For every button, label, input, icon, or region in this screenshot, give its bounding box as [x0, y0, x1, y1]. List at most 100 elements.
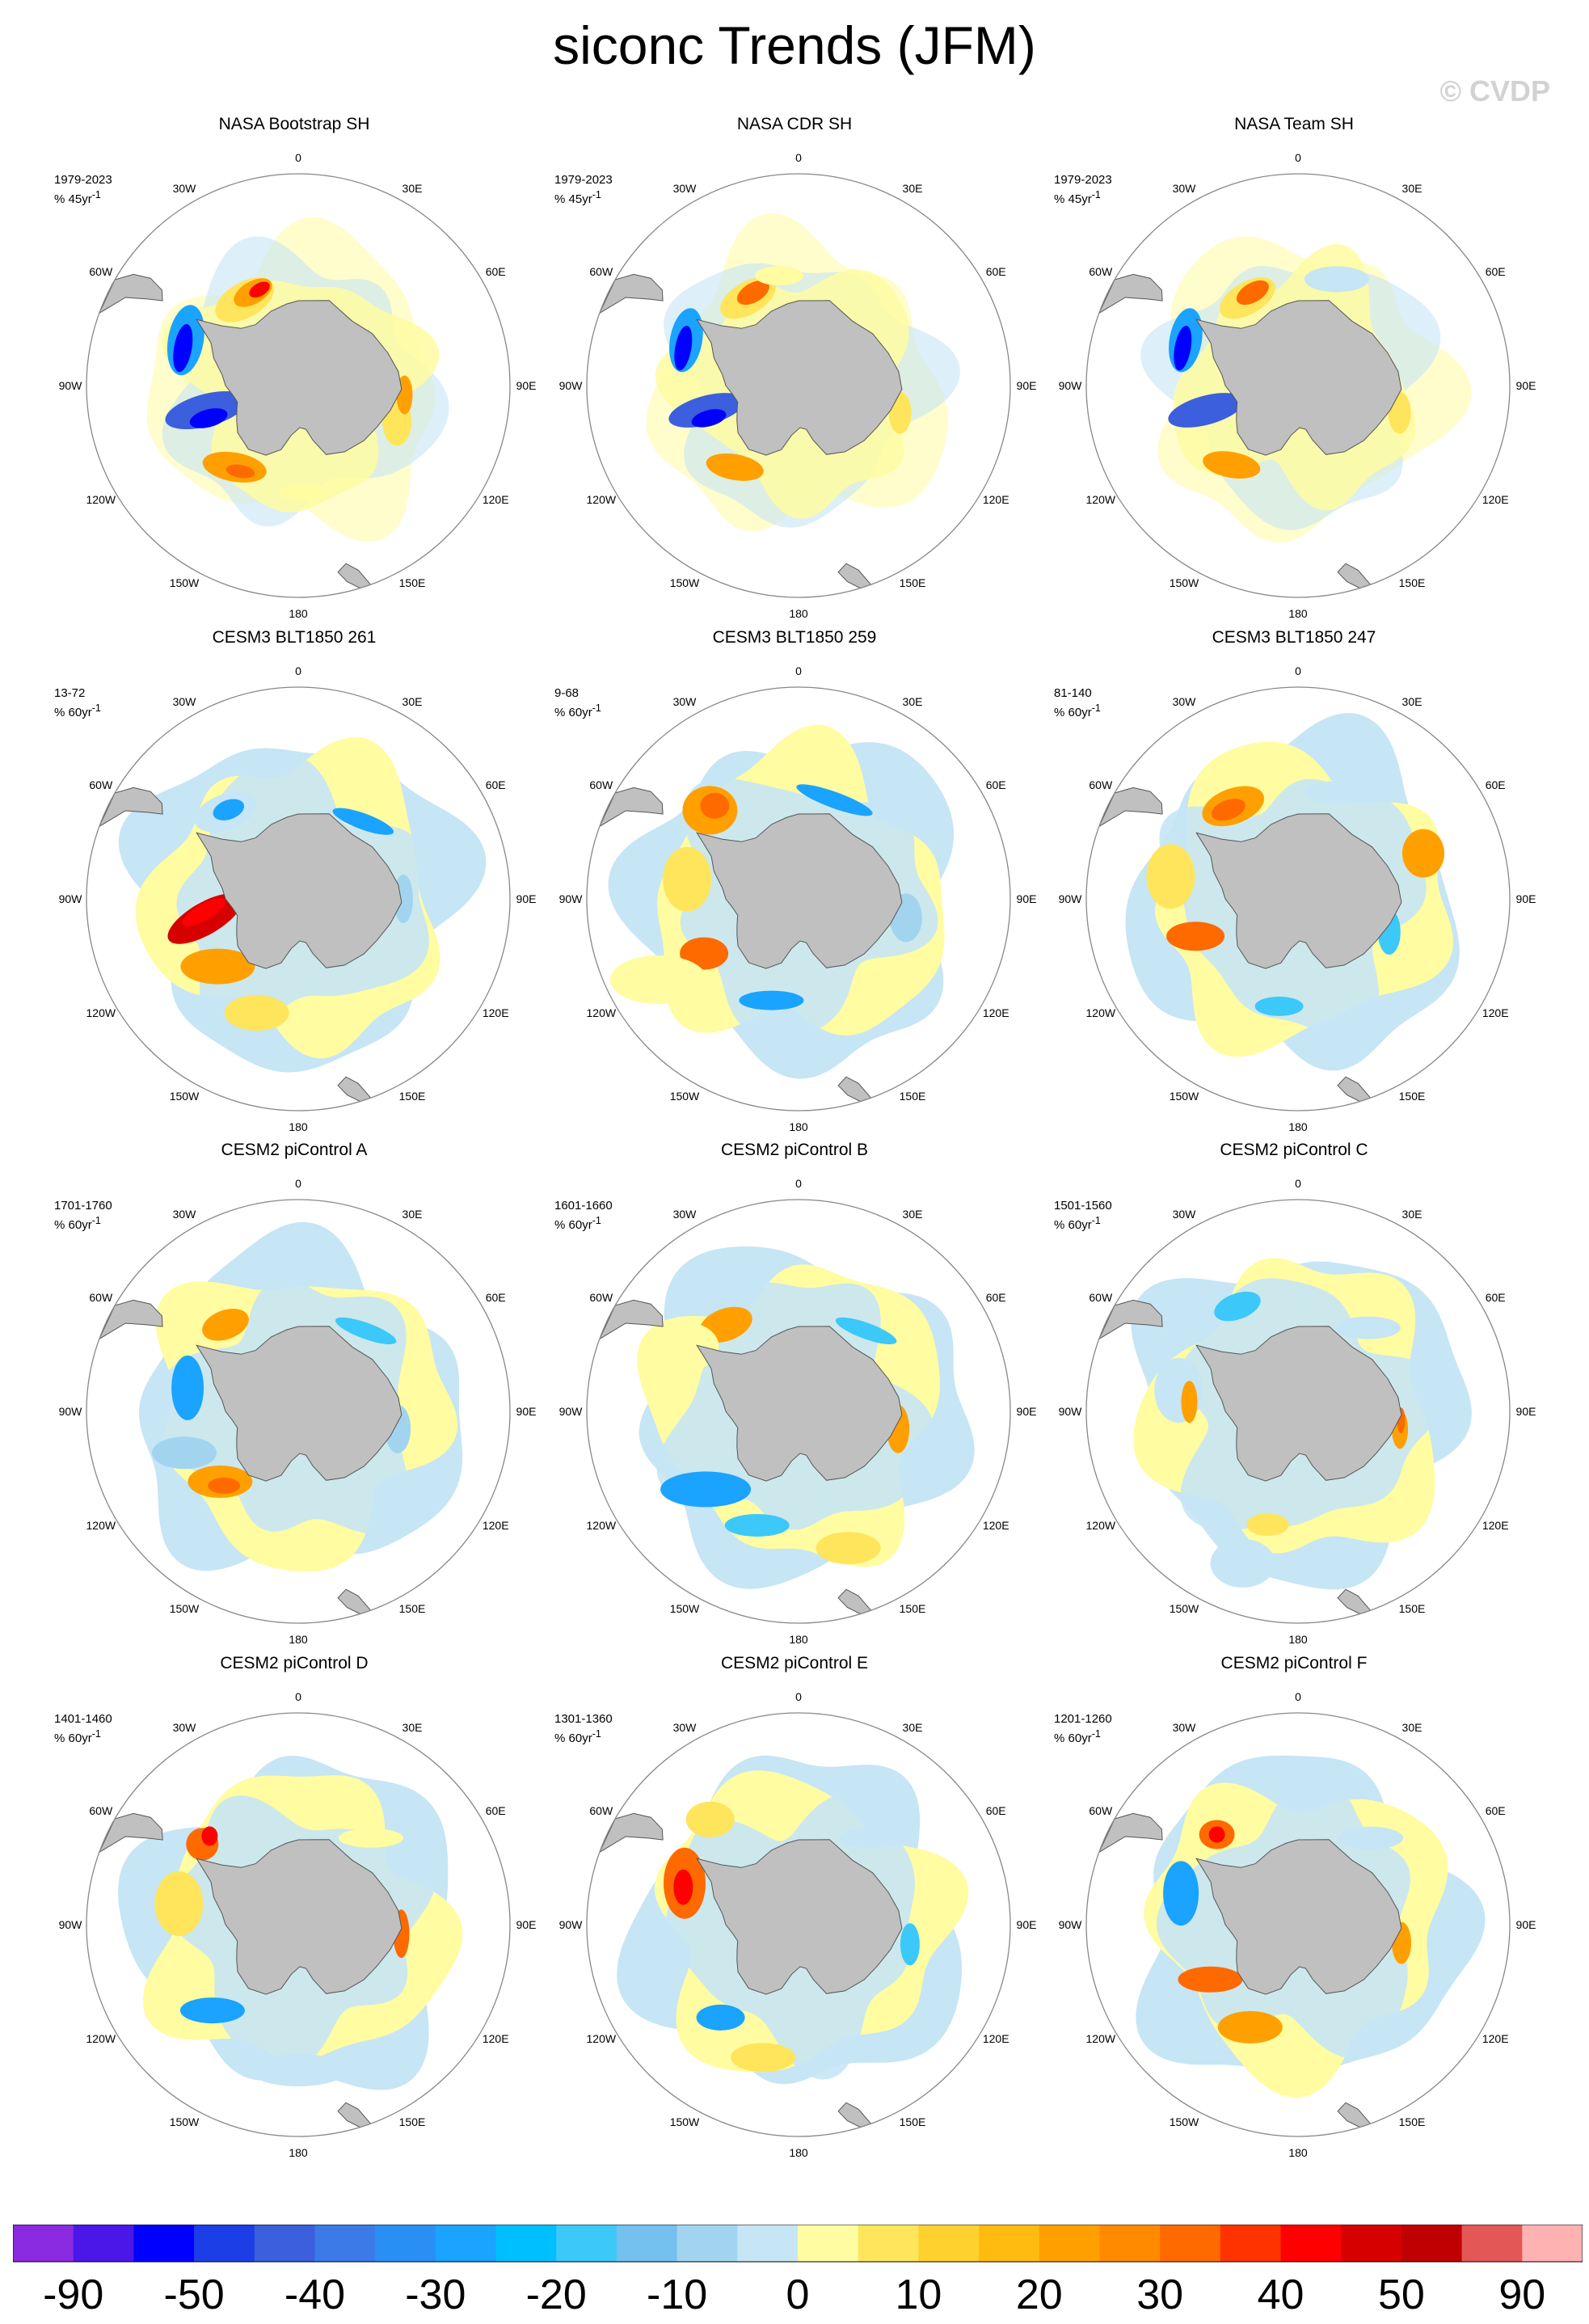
- longitude-label-120w: 120W: [1086, 1519, 1116, 1532]
- trend-region: [1236, 280, 1269, 306]
- longitude-label-120e: 120E: [483, 1006, 509, 1019]
- trend-region: [731, 2043, 795, 2073]
- trend-region: [224, 995, 289, 1031]
- map-panel-cesm2-c: CESM2 piControl C 1501-1560% 60yr-1 0 30E…: [1052, 1141, 1536, 1646]
- longitude-label-180: 180: [789, 1633, 808, 1646]
- map-content: [1086, 174, 1510, 597]
- longitude-label-150e: 150E: [399, 1602, 426, 1615]
- longitude-label-120e: 120E: [983, 2032, 1009, 2045]
- colorbar-tick-label: -20: [526, 2271, 587, 2313]
- longitude-label-60e: 60E: [486, 1291, 506, 1304]
- longitude-label-90e: 90E: [516, 1918, 537, 1931]
- panel-title: CESM2 piControl F: [1220, 1654, 1368, 1672]
- polar-map: 0 30E 60E 90E 120E 150E 180 150W 120W 90W 60W 30W: [559, 151, 1037, 620]
- south-america-land: [1098, 1812, 1163, 1854]
- map-content: [587, 1713, 1010, 2136]
- longitude-label-120w: 120W: [86, 493, 116, 506]
- longitude-label-60e: 60E: [486, 1804, 506, 1817]
- colorbar-cell: [73, 2225, 134, 2262]
- trend-region: [225, 464, 255, 479]
- longitude-label-90e: 90E: [1516, 1405, 1536, 1418]
- longitude-label-120e: 120E: [1482, 1006, 1509, 1019]
- south-america-land: [98, 273, 163, 314]
- trend-region: [335, 1317, 397, 1344]
- longitude-label-150e: 150E: [1399, 2115, 1426, 2128]
- colorbar-frame: [13, 2225, 1583, 2263]
- map-panel-cesm3-247: CESM3 BLT1850 247 81-140% 60yr-1 0 30E 60E…: [1052, 628, 1536, 1133]
- colorbar-tick-label: -40: [285, 2271, 345, 2313]
- colorbar-tick-label: -30: [405, 2271, 466, 2313]
- trend-region: [249, 281, 270, 298]
- period-label: 1979-2023% 45yr-1: [1054, 173, 1112, 206]
- watermark: © CVDP: [1439, 74, 1550, 108]
- longitude-label-30e: 30E: [1402, 695, 1423, 708]
- longitude-label-90w: 90W: [1059, 379, 1083, 392]
- longitude-label-30w: 30W: [173, 1721, 197, 1734]
- panel-title: CESM2 piControl C: [1220, 1141, 1368, 1159]
- longitude-label-30w: 30W: [1173, 1721, 1197, 1734]
- colorbar-tick-label: 50: [1378, 2271, 1425, 2313]
- colorbar-tick-label: -10: [647, 2271, 707, 2313]
- longitude-label-90w: 90W: [1059, 892, 1083, 905]
- south-america-land: [1098, 273, 1163, 314]
- colorbar-cell: [1461, 2225, 1523, 2262]
- longitude-label-60e: 60E: [986, 778, 1006, 791]
- longitude-label-180: 180: [289, 1120, 308, 1133]
- trend-region: [1166, 922, 1225, 951]
- longitude-label-120e: 120E: [983, 1006, 1009, 1019]
- trend-region: [279, 483, 325, 500]
- map-content: [587, 687, 1010, 1111]
- globe-outline: [1085, 686, 1511, 1111]
- longitude-label-120w: 120W: [1086, 493, 1116, 506]
- south-america-land: [598, 787, 664, 828]
- longitude-label-150w: 150W: [670, 1090, 700, 1103]
- antarctica-land: [1195, 300, 1402, 456]
- map-panel-nasa-cdr: NASA CDR SH 1979-2023% 45yr-1 0 30E 60E 90E…: [552, 115, 1037, 620]
- polar-map: 0 30E 60E 90E 120E 150E 180 150W 120W 90W 60W 30W: [1059, 151, 1536, 620]
- longitude-label-60w: 60W: [1089, 778, 1113, 791]
- longitude-label-150w: 150W: [170, 1602, 200, 1615]
- period-label: 1401-1460% 60yr-1: [54, 1712, 112, 1745]
- longitude-label-60w: 60W: [89, 1804, 113, 1817]
- map-panel-nasa-bootstrap: NASA Bootstrap SH 1979-2023% 45yr-1 0 30E…: [52, 115, 537, 620]
- trend-region: [663, 846, 712, 912]
- trend-region: [189, 408, 228, 428]
- longitude-label-60w: 60W: [589, 265, 613, 278]
- panel-title: CESM2 piControl A: [221, 1141, 368, 1159]
- map-panel-cesm2-b: CESM2 piControl B 1601-1660% 60yr-1 0 30E…: [552, 1141, 1037, 1646]
- longitude-label-30w: 30W: [173, 1208, 197, 1221]
- longitude-label-150w: 150W: [170, 1090, 200, 1103]
- panel-title: NASA Team SH: [1234, 115, 1354, 133]
- trend-region: [1254, 996, 1304, 1016]
- trend-region: [182, 898, 225, 926]
- longitude-label-60e: 60E: [1486, 1804, 1506, 1817]
- longitude-label-150w: 150W: [170, 576, 200, 589]
- south-america-land: [598, 273, 664, 314]
- period-label: 1301-1360% 60yr-1: [554, 1712, 613, 1745]
- map-content: [86, 687, 510, 1111]
- colorbar-cell: [1280, 2225, 1342, 2262]
- longitude-label-90w: 90W: [59, 1918, 83, 1931]
- longitude-label-90e: 90E: [1017, 379, 1037, 392]
- longitude-label-90e: 90E: [1017, 1918, 1037, 1931]
- trend-region: [1217, 2010, 1283, 2044]
- period-label: 1701-1760% 60yr-1: [54, 1199, 112, 1232]
- trend-region: [700, 792, 730, 819]
- south-america-land: [1098, 1299, 1163, 1340]
- trend-region: [796, 784, 873, 816]
- colorbar-cell: [979, 2225, 1040, 2262]
- trend-region: [1163, 1861, 1199, 1926]
- colorbar-cell: [13, 2225, 74, 2262]
- polar-map: 0 30E 60E 90E 120E 150E 180 150W 120W 90W 60W 30W: [59, 664, 537, 1133]
- longitude-label-90w: 90W: [59, 379, 83, 392]
- longitude-label-120w: 120W: [587, 2032, 617, 2045]
- map-content: [587, 174, 1010, 597]
- colorbar-tick-label: -50: [164, 2271, 225, 2313]
- longitude-label-90w: 90W: [1059, 1918, 1083, 1931]
- longitude-label-90e: 90E: [1516, 892, 1536, 905]
- trend-region: [755, 266, 803, 286]
- map-content: [86, 1200, 510, 1623]
- longitude-label-150w: 150W: [1170, 1602, 1199, 1615]
- colorbar-cell: [314, 2225, 376, 2262]
- map-panel-cesm2-d: CESM2 piControl D 1401-1460% 60yr-1 0 30E…: [52, 1654, 537, 2159]
